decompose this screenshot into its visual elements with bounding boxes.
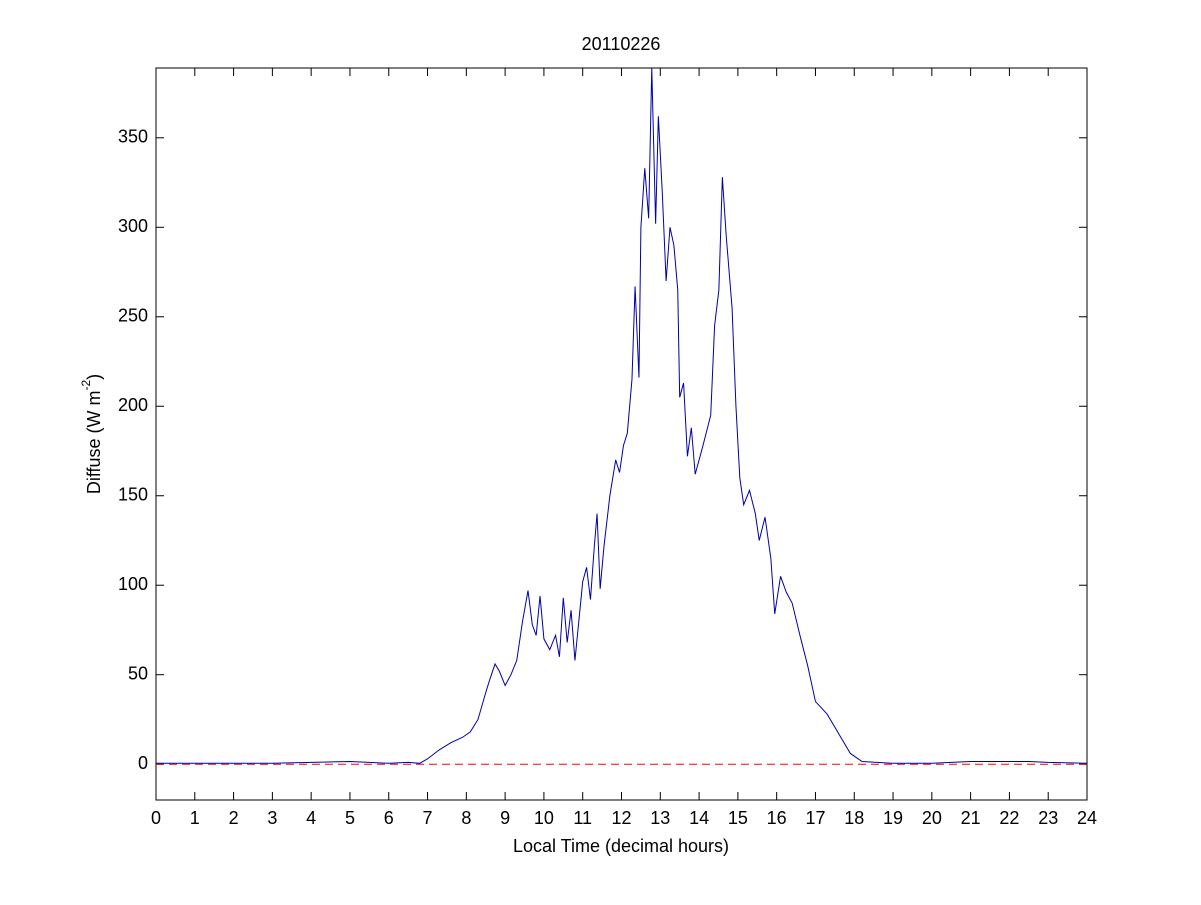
x-tick-label: 15 — [728, 808, 748, 828]
x-tick-label: 5 — [345, 808, 355, 828]
x-tick-label: 18 — [844, 808, 864, 828]
plot-area — [155, 67, 1088, 801]
y-tick-label: 300 — [118, 216, 148, 236]
x-tick-label: 22 — [999, 808, 1019, 828]
x-tick-label: 10 — [534, 808, 554, 828]
x-tick-label: 13 — [650, 808, 670, 828]
data-line — [156, 67, 1088, 764]
x-tick-label: 8 — [461, 808, 471, 828]
x-tick-label: 2 — [229, 808, 239, 828]
x-tick-label: 19 — [883, 808, 903, 828]
y-label-sup: -2 — [79, 379, 93, 390]
x-tick-label: 3 — [267, 808, 277, 828]
x-tick-label: 12 — [611, 808, 631, 828]
y-tick-label: 0 — [138, 753, 148, 773]
x-tick-label: 14 — [689, 808, 709, 828]
y-label-text: Diffuse (W m — [84, 390, 104, 494]
y-tick-label: 200 — [118, 395, 148, 415]
y-tick-label: 350 — [118, 127, 148, 147]
x-tick-label: 21 — [961, 808, 981, 828]
y-tick-label: 250 — [118, 306, 148, 326]
x-axis-label: Local Time (decimal hours) — [513, 836, 729, 856]
y-tick-label: 50 — [128, 663, 148, 683]
x-tick-label: 20 — [922, 808, 942, 828]
y-tick-label: 150 — [118, 484, 148, 504]
x-tick-label: 24 — [1077, 808, 1097, 828]
x-tick-label: 11 — [573, 808, 592, 828]
y-axis-label: Diffuse (W m-2) — [79, 374, 104, 494]
x-tick-label: 9 — [500, 808, 510, 828]
x-tick-label: 7 — [423, 808, 433, 828]
x-tick-label: 23 — [1038, 808, 1058, 828]
y-label-tail: ) — [84, 374, 104, 380]
y-tick-label: 100 — [118, 574, 148, 594]
x-tick-label: 6 — [384, 808, 394, 828]
x-tick-label: 1 — [190, 808, 200, 828]
chart-title: 20110226 — [582, 34, 661, 54]
x-tick-label: 17 — [805, 808, 825, 828]
x-tick-label: 0 — [151, 808, 161, 828]
x-tick-label: 16 — [767, 808, 787, 828]
x-tick-label: 4 — [306, 808, 316, 828]
